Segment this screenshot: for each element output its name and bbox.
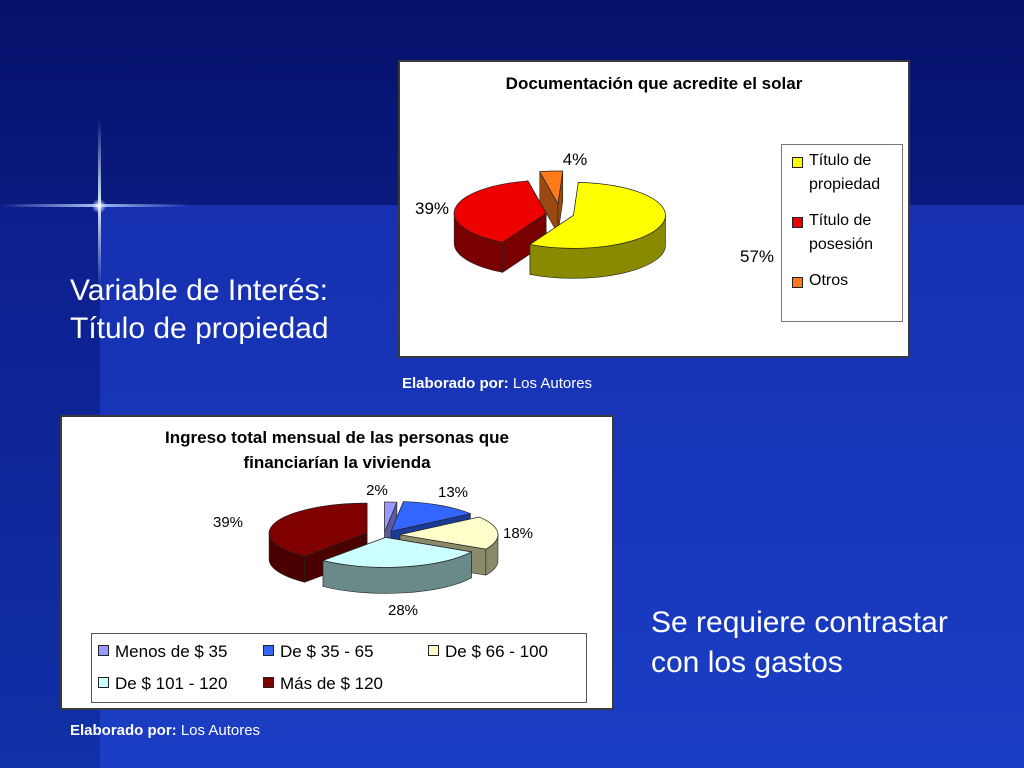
chart1-data-label-0: 57% (740, 247, 774, 266)
caption1-bold: Elaborado por: (402, 375, 509, 392)
chart2-legend-item-0: Menos de $ 35 (98, 642, 227, 662)
caption1-rest: Los Autores (508, 375, 593, 392)
chart2-legend-item-3: De $ 101 - 120 (98, 674, 227, 694)
chart2-slice-1 (390, 501, 472, 532)
chart1-legend: Título de propiedad Título de posesión O… (781, 144, 903, 322)
chart2-slice-2 (399, 516, 499, 550)
chart2-legend-swatch-3 (98, 677, 109, 688)
chart1-legend-label-1b: posesión (809, 236, 874, 253)
chart1-legend-swatch-1 (792, 217, 803, 228)
chart2-legend-label-1: De $ 35 - 65 (280, 642, 374, 661)
chart1-legend-label-0b: propiedad (809, 176, 881, 193)
caption-chart2: Elaborado por: Los Autores (70, 722, 260, 739)
caption2-bold: Elaborado por: (70, 722, 177, 739)
chart2-data-label-0: 2% (366, 482, 388, 499)
right-text-line2: con los gastos (651, 646, 843, 679)
chart1-slice-2 (539, 170, 564, 206)
chart1-plot: 57% 39% 4% (415, 150, 774, 279)
chart1-legend-label-1a: Título de (809, 212, 872, 229)
chart2-legend-label-0: Menos de $ 35 (115, 642, 228, 661)
caption-chart1: Elaborado por: Los Autores (402, 375, 592, 392)
chart2-plot: 2% 13% 18% 28% 39% (213, 482, 533, 619)
chart2-title-line1: Ingreso total mensual de las personas qu… (165, 428, 509, 447)
chart1-slice-0 (529, 182, 666, 249)
chart1-data-label-1: 39% (415, 199, 449, 218)
chart2-legend-item-1: De $ 35 - 65 (263, 642, 374, 662)
chart2-legend-swatch-2 (428, 645, 439, 656)
chart2-legend-label-4: Más de $ 120 (280, 674, 384, 693)
chart2-slice-0 (384, 501, 398, 533)
chart2-legend-swatch-4 (263, 677, 274, 688)
left-text-line1: Variable de Interés: (70, 274, 328, 307)
chart2-data-label-4: 39% (213, 514, 243, 531)
chart2-data-label-2: 18% (503, 525, 533, 542)
chart2-slice-4 (268, 502, 368, 557)
chart1-title: Documentación que acredite el solar (505, 74, 803, 93)
chart2-title: Ingreso total mensual de las personas qu… (62, 425, 612, 475)
sparkle-star-icon (92, 199, 106, 213)
chart-documentacion: Documentación que acredite el solar 57% 3… (398, 60, 910, 358)
caption2-rest: Los Autores (176, 722, 261, 739)
chart2-legend-swatch-1 (263, 645, 274, 656)
chart2-data-label-1: 13% (438, 484, 468, 501)
right-text-line1: Se requiere contrastar (651, 606, 948, 639)
chart1-slice-1 (453, 180, 547, 243)
left-text-line2: Título de propiedad (70, 312, 329, 345)
chart2-legend-swatch-0 (98, 645, 109, 656)
chart2-legend-label-3: De $ 101 - 120 (115, 674, 228, 693)
chart2-title-line2: financiarían la vivienda (243, 453, 431, 472)
chart-ingreso: Ingreso total mensual de las personas qu… (60, 415, 614, 710)
variable-interes-text: Variable de Interés: Título de propiedad (70, 272, 329, 348)
chart2-slice-3 (321, 537, 473, 568)
chart2-legend: Menos de $ 35 De $ 35 - 65 De $ 66 - 100… (91, 633, 587, 703)
chart1-legend-swatch-0 (792, 157, 803, 168)
chart2-data-label-3: 28% (388, 602, 418, 619)
chart2-legend-item-4: Más de $ 120 (263, 674, 383, 694)
chart1-data-label-2: 4% (563, 150, 588, 169)
chart2-legend-item-2: De $ 66 - 100 (428, 642, 548, 662)
chart1-legend-label-0a: Título de (809, 152, 872, 169)
chart1-legend-label-2a: Otros (809, 272, 849, 289)
contrastar-text: Se requiere contrastar con los gastos (651, 603, 948, 683)
chart2-legend-label-2: De $ 66 - 100 (445, 642, 549, 661)
chart1-legend-swatch-2 (792, 277, 803, 288)
